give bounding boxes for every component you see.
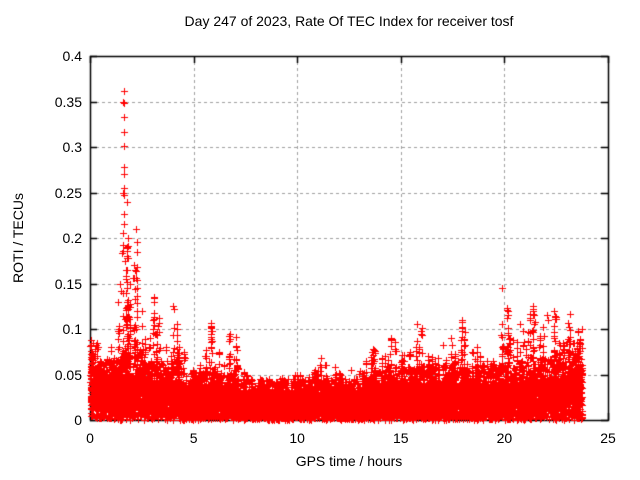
- y-tick-label: 0.1: [62, 321, 82, 337]
- y-tick-label: 0.2: [62, 230, 82, 246]
- y-tick-label: 0: [74, 412, 82, 428]
- chart-title: Day 247 of 2023, Rate Of TEC Index for r…: [184, 13, 514, 29]
- x-tick-label: 20: [496, 430, 513, 446]
- y-tick-label: 0.05: [54, 366, 82, 383]
- x-tick-label: 0: [86, 430, 94, 446]
- y-tick-label: 0.15: [54, 275, 82, 292]
- y-tick-label: 0.3: [62, 139, 82, 155]
- x-tick-label: 25: [600, 430, 616, 446]
- y-tick-label: 0.25: [54, 184, 82, 201]
- x-tick-label: 10: [289, 430, 305, 446]
- x-tick-label: 5: [189, 430, 198, 446]
- x-axis-label: GPS time / hours: [295, 453, 403, 469]
- y-tick-label: 0.35: [54, 93, 82, 110]
- x-tick-label: 15: [393, 430, 409, 446]
- y-tick-label: 0.4: [62, 48, 82, 64]
